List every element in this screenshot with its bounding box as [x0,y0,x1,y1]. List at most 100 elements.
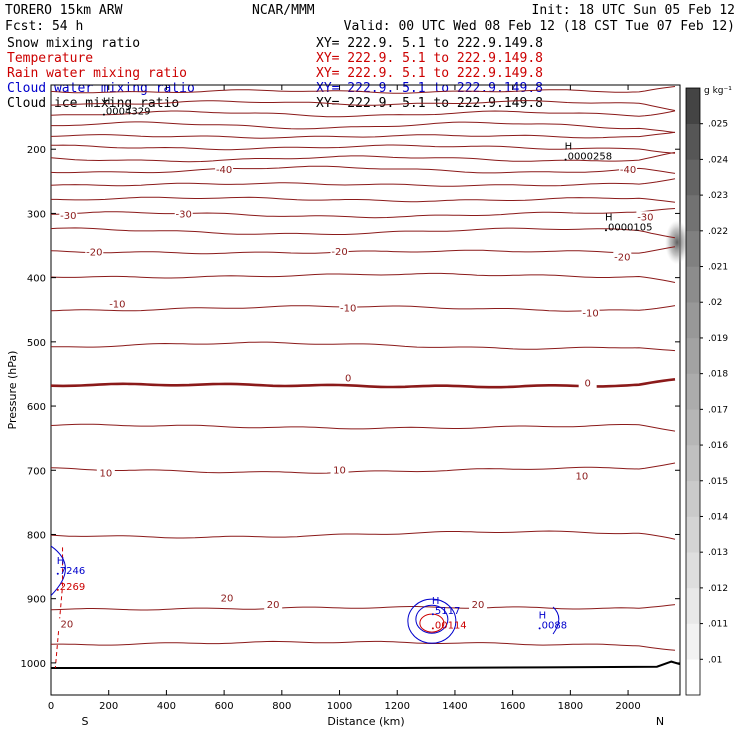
init-time: Init: 18 UTC Sun 05 Feb 12 [532,3,736,18]
field-xy: XY= 222.9. 5.1 to 222.9.149.8 [316,51,543,66]
cloud-contours [50,545,560,669]
max-marker-value: 5117 [435,606,460,617]
plot-frame [50,84,681,696]
max-marker-symbol: H [605,212,613,223]
x-tick-label: 1800 [558,701,583,712]
temperature-contour [50,305,676,312]
colorbar-tick-label: .018 [708,370,728,380]
max-marker-value: 0000258 [568,152,613,163]
max-marker-value: 2269 [60,582,85,593]
x-axis-label: Distance (km) [327,715,404,728]
contour-label: -10 [109,300,125,311]
field-legend: Snow mixing ratio XY= 222.9. 5.1 to 222.9… [7,36,543,111]
contour-label: 20 [472,600,485,611]
contour-label-bg [339,372,358,384]
x-axis: 0 200 400 600 800 1000 1200 1400 1600 1800 2000 [48,85,641,712]
cloud-water-contour [50,545,66,596]
y-tick-label: 200 [27,145,46,156]
forecast-hour: Fcst: 54 h [5,19,83,34]
max-marker-symbol: H [432,596,440,607]
contour-label: -40 [216,165,232,176]
colorbar-segment [686,123,700,160]
colorbar-segment [686,230,700,267]
colorbar-tick-label: .012 [708,584,728,594]
contour-label: -10 [582,309,598,320]
contour-label: -30 [60,211,76,222]
contour-label: -10 [340,303,356,314]
max-marker-dot [564,158,567,161]
contour-label: 20 [61,619,74,630]
field-name: Snow mixing ratio [7,36,140,51]
field-xy: XY= 222.9. 5.1 to 222.9.149.8 [316,81,543,96]
colorbar-tick-label: .014 [708,512,728,522]
x-tick-label: 1600 [500,701,525,712]
x-tick-label: 200 [99,701,118,712]
temperature-contour [50,227,676,239]
colorbar-segment [686,659,700,696]
y-tick-label: 700 [27,466,46,477]
colorbar-frame [685,87,701,696]
rain-water-contour [54,547,64,669]
x-tick-label: 1000 [327,701,352,712]
colorbar-tick-label: .011 [708,620,728,630]
colorbar-tick-label: .019 [708,334,728,344]
max-marker-symbol: H [539,610,547,621]
temperature-contour [50,423,676,432]
y-tick-label: 600 [27,402,46,413]
south-label: S [82,715,89,728]
cloud-water-contour [415,604,449,634]
colorbar-segment [686,373,700,410]
colorbar-tick-label: .025 [708,120,728,130]
contour-label-bg [108,298,127,310]
colorbar-tick-label: .015 [708,477,728,487]
temperature-contour [51,208,676,219]
rain-water-contour [419,613,445,633]
colorbar-unit: g kg⁻¹ [704,86,732,96]
contour-label-bg [96,467,115,479]
colorbar-tick-label: .013 [708,548,728,558]
temperature-contour [51,121,676,133]
cloud-water-contour [407,598,457,644]
contour-label-bg [581,307,600,319]
temperature-contours [50,86,676,651]
field-name: Temperature [7,51,93,66]
valid-time: Valid: 00 UTC Wed 08 Feb 12 (18 CST Tue … [344,19,735,34]
x-tick-label: 600 [215,701,234,712]
y-tick-label: 900 [27,595,46,606]
contour-label-bg [572,470,591,482]
colorbar-segment [686,337,700,374]
field-xy: XY= 222.9. 5.1 to 222.9.149.8 [316,66,543,81]
header-block: TORERO 15km ARW NCAR/MMM Init: 18 UTC Su… [5,3,735,111]
temperature-contour [51,196,676,203]
contour-label-bg [619,163,638,175]
max-marker-dot [431,627,434,630]
contour-label: 0 [584,379,590,390]
temperature-contour [50,100,676,111]
contour-label: -20 [86,248,102,259]
contour-label-bg [57,618,76,630]
max-marker-value: 7246 [60,566,85,577]
contour-label-bg [339,302,358,314]
temperature-contour [50,178,676,187]
x-tick-label: 1200 [385,701,410,712]
colorbar-segment [686,552,700,589]
y-axis-label: Pressure (hPa) [6,351,19,430]
colorbar-segment [686,587,700,624]
temperature-contour [51,341,676,352]
max-marker-value: 0088 [542,620,567,631]
surface-line [51,660,681,670]
colorbar-segment [686,159,700,196]
max-marker-dot [538,627,541,630]
contour-label: -20 [331,247,347,258]
colorbar-segment [686,266,700,303]
contour-label-bg [613,251,632,263]
contour-label-bg [264,599,283,611]
contour-label-bg [330,245,349,257]
contour-label: 20 [221,594,234,605]
contour-label-bg [174,208,193,220]
y-tick-label: 800 [27,530,46,541]
contour-label: 10 [333,465,346,476]
colorbar-tick-label: .023 [708,191,728,201]
